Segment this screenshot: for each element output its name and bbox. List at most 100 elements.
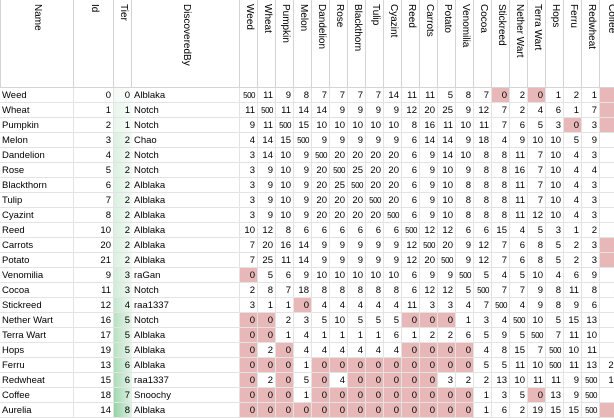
- cell-value[interactable]: 20: [420, 103, 438, 118]
- column-header[interactable]: Rose: [330, 0, 348, 88]
- cell-value[interactable]: 0: [402, 313, 420, 328]
- cell-value[interactable]: 1: [258, 298, 276, 313]
- cell-value[interactable]: 11: [240, 103, 258, 118]
- cell-value[interactable]: 6: [564, 268, 582, 283]
- cell-value[interactable]: 5: [492, 358, 510, 373]
- cell-value[interactable]: 0: [348, 358, 366, 373]
- cell-name[interactable]: Stickreed: [0, 298, 74, 313]
- cell-value[interactable]: 1: [474, 403, 492, 418]
- cell-value[interactable]: 5: [474, 268, 492, 283]
- cell-value[interactable]: 1: [546, 88, 564, 103]
- cell-value[interactable]: 9: [330, 238, 348, 253]
- cell-value[interactable]: 11: [510, 178, 528, 193]
- cell-value[interactable]: 8: [474, 163, 492, 178]
- cell-value[interactable]: 4: [330, 298, 348, 313]
- cell-value[interactable]: 8: [492, 178, 510, 193]
- cell-value[interactable]: 500: [546, 343, 564, 358]
- cell-value[interactable]: 10: [582, 328, 600, 343]
- cell-value[interactable]: 2: [258, 343, 276, 358]
- cell-value[interactable]: 6: [510, 253, 528, 268]
- cell-value[interactable]: 20: [348, 148, 366, 163]
- cell-value[interactable]: 500: [420, 238, 438, 253]
- cell-discovered-by[interactable]: Alblaka: [132, 208, 240, 223]
- cell-value[interactable]: 1: [600, 223, 614, 238]
- cell-value[interactable]: 14: [384, 88, 402, 103]
- cell-value[interactable]: 12: [438, 223, 456, 238]
- cell-value[interactable]: 4: [312, 343, 330, 358]
- cell-value[interactable]: 8: [474, 148, 492, 163]
- cell-value[interactable]: 20: [366, 163, 384, 178]
- cell-value[interactable]: 8: [456, 193, 474, 208]
- cell-value[interactable]: 25: [330, 178, 348, 193]
- cell-value[interactable]: 2: [474, 373, 492, 388]
- cell-value[interactable]: 7: [528, 163, 546, 178]
- cell-name[interactable]: Potato: [0, 253, 74, 268]
- cell-value[interactable]: 4: [582, 163, 600, 178]
- cell-value[interactable]: 0: [456, 388, 474, 403]
- cell-value[interactable]: 3: [546, 118, 564, 133]
- cell-id[interactable]: 1: [74, 103, 114, 118]
- cell-value[interactable]: 4: [564, 163, 582, 178]
- cell-discovered-by[interactable]: Notch: [132, 118, 240, 133]
- cell-value[interactable]: 11: [546, 373, 564, 388]
- cell-value[interactable]: 10: [366, 118, 384, 133]
- cell-value[interactable]: 0: [600, 253, 614, 268]
- cell-value[interactable]: 7: [492, 103, 510, 118]
- cell-value[interactable]: 6: [402, 283, 420, 298]
- cell-value[interactable]: 4: [366, 343, 384, 358]
- column-header[interactable]: Weed: [240, 0, 258, 88]
- cell-value[interactable]: 2: [240, 283, 258, 298]
- cell-value[interactable]: 0: [312, 388, 330, 403]
- cell-value[interactable]: 16: [420, 118, 438, 133]
- cell-value[interactable]: 2: [582, 223, 600, 238]
- cell-value[interactable]: 20: [330, 208, 348, 223]
- cell-id[interactable]: 5: [74, 163, 114, 178]
- cell-value[interactable]: 6: [492, 403, 510, 418]
- cell-value[interactable]: 0: [330, 388, 348, 403]
- cell-tier[interactable]: 5: [114, 343, 132, 358]
- cell-value[interactable]: 8: [474, 178, 492, 193]
- cell-value[interactable]: 9: [312, 253, 330, 268]
- cell-value[interactable]: 0: [438, 388, 456, 403]
- cell-value[interactable]: 8: [528, 238, 546, 253]
- cell-value[interactable]: 9: [294, 268, 312, 283]
- cell-value[interactable]: 10: [276, 208, 294, 223]
- cell-value[interactable]: 7: [474, 298, 492, 313]
- cell-tier[interactable]: 2: [114, 148, 132, 163]
- cell-value[interactable]: 9: [582, 133, 600, 148]
- cell-value[interactable]: 0: [384, 403, 402, 418]
- cell-value[interactable]: 4: [564, 193, 582, 208]
- cell-id[interactable]: 10: [74, 223, 114, 238]
- cell-id[interactable]: 16: [74, 313, 114, 328]
- cell-value[interactable]: 1: [582, 88, 600, 103]
- cell-value[interactable]: 0: [384, 388, 402, 403]
- cell-name[interactable]: Carrots: [0, 238, 74, 253]
- cell-value[interactable]: 14: [294, 253, 312, 268]
- cell-value[interactable]: 5: [474, 328, 492, 343]
- cell-value[interactable]: 19: [528, 403, 546, 418]
- cell-value[interactable]: 3: [240, 163, 258, 178]
- cell-value[interactable]: 6: [510, 238, 528, 253]
- cell-value[interactable]: 14: [438, 148, 456, 163]
- cell-value[interactable]: 9: [348, 253, 366, 268]
- cell-value[interactable]: 9: [384, 133, 402, 148]
- cell-name[interactable]: Cocoa: [0, 283, 74, 298]
- cell-value[interactable]: 0: [366, 358, 384, 373]
- cell-value[interactable]: 0: [312, 403, 330, 418]
- cell-id[interactable]: 6: [74, 178, 114, 193]
- cell-value[interactable]: 6: [330, 223, 348, 238]
- cell-id[interactable]: 12: [74, 298, 114, 313]
- cell-value[interactable]: 10: [312, 118, 330, 133]
- cell-value[interactable]: 9: [564, 298, 582, 313]
- cell-value[interactable]: 10: [276, 163, 294, 178]
- cell-name[interactable]: Reed: [0, 223, 74, 238]
- cell-value[interactable]: 3: [582, 253, 600, 268]
- cell-value[interactable]: 11: [258, 88, 276, 103]
- cell-value[interactable]: 11: [438, 118, 456, 133]
- cell-id[interactable]: 8: [74, 208, 114, 223]
- cell-value[interactable]: 13: [492, 373, 510, 388]
- cell-value[interactable]: 1: [564, 103, 582, 118]
- cell-value[interactable]: 20: [330, 148, 348, 163]
- cell-value[interactable]: 11: [474, 118, 492, 133]
- cell-value[interactable]: 13: [582, 358, 600, 373]
